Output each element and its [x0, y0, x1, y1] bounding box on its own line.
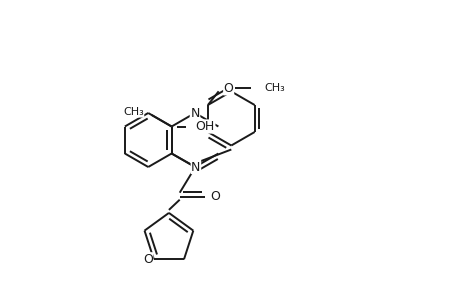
- Text: CH₃: CH₃: [123, 107, 143, 117]
- Text: O: O: [143, 253, 152, 266]
- Text: O: O: [223, 82, 233, 95]
- Text: CH₃: CH₃: [264, 83, 285, 93]
- Text: N: N: [191, 160, 200, 173]
- Text: O: O: [210, 190, 220, 203]
- Text: OH: OH: [195, 120, 214, 133]
- Text: N: N: [190, 106, 199, 119]
